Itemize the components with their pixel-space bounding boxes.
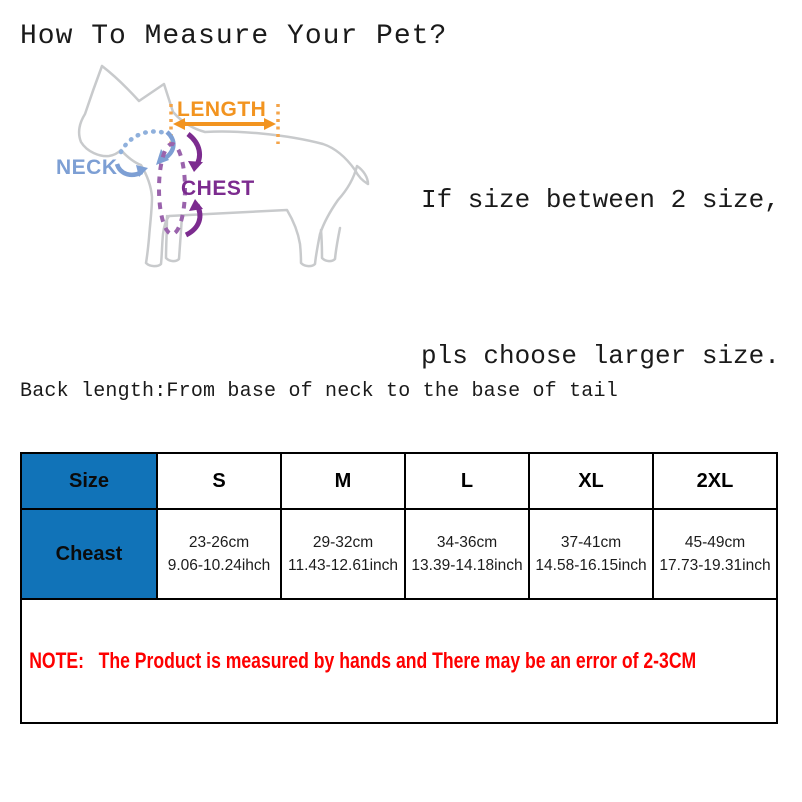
chest-cm-2xl: 45-49cm xyxy=(684,534,746,551)
size-column-l: L xyxy=(404,452,530,510)
chest-annotation: CHEST xyxy=(157,132,255,238)
size-column-s: S xyxy=(156,452,282,510)
size-advice-line1: If size between 2 size, xyxy=(421,185,780,215)
chest-row-label-cell: Cheast xyxy=(20,508,158,600)
neck-annotation: NECK xyxy=(56,129,176,179)
dog-outline xyxy=(77,64,370,268)
neck-dotted-arc xyxy=(118,129,168,155)
size-advice-line2: pls choose larger size. xyxy=(421,341,780,371)
chest-measure-s: 23-26cm 9.06-10.24ihch xyxy=(156,508,282,600)
chest-top-arrowhead xyxy=(188,161,203,172)
back-length-instruction: Back length:From base of neck to the bas… xyxy=(20,380,618,403)
dog-measurement-diagram: LENGTH NECK CHEST xyxy=(56,64,370,268)
length-arrowhead-left xyxy=(173,118,185,130)
size-column-m: M xyxy=(280,452,406,510)
length-annotation: LENGTH xyxy=(169,98,280,144)
size-column-xl: XL xyxy=(528,452,654,510)
chest-cm-m: 29-32cm xyxy=(312,534,374,551)
chest-bottom-arrowhead xyxy=(189,199,203,211)
chest-measure-m: 29-32cm 11.43-12.61inch xyxy=(280,508,406,600)
size-column-2xl: 2XL xyxy=(652,452,778,510)
measurement-error-note: NOTE: The Product is measured by hands a… xyxy=(29,648,697,673)
chest-inch-l: 13.39-14.18inch xyxy=(411,557,523,574)
size-header-row: Size S M L XL 2XL xyxy=(20,452,778,510)
chest-dashed-ellipse xyxy=(157,142,187,236)
chest-label: CHEST xyxy=(181,177,255,200)
size-advice: If size between 2 size, pls choose large… xyxy=(421,70,780,434)
neck-hook-arrowhead xyxy=(136,165,148,177)
neck-label: NECK xyxy=(56,156,118,179)
chest-inch-m: 11.43-12.61inch xyxy=(287,557,399,574)
size-corner-cell: Size xyxy=(20,452,158,510)
chest-cm-xl: 37-41cm xyxy=(560,534,622,551)
chest-measure-2xl: 45-49cm 17.73-19.31inch xyxy=(652,508,778,600)
length-label: LENGTH xyxy=(177,98,266,121)
chest-cm-l: 34-36cm xyxy=(436,534,498,551)
chest-inch-xl: 14.58-16.15inch xyxy=(535,557,647,574)
size-chart-table: Size S M L XL 2XL Cheast 23-26cm 9.06-10… xyxy=(20,452,778,724)
chest-measure-l: 34-36cm 13.39-14.18inch xyxy=(404,508,530,600)
chest-inch-2xl: 17.73-19.31inch xyxy=(659,557,771,574)
chest-measure-xl: 37-41cm 14.58-16.15inch xyxy=(528,508,654,600)
page-title: How To Measure Your Pet? xyxy=(20,21,448,52)
chest-measurement-row: Cheast 23-26cm 9.06-10.24ihch 29-32cm 11… xyxy=(20,508,778,600)
length-arrowhead-right xyxy=(264,118,276,130)
note-row: NOTE: The Product is measured by hands a… xyxy=(20,598,778,724)
chest-cm-s: 23-26cm xyxy=(188,534,250,551)
chest-inch-s: 9.06-10.24ihch xyxy=(167,557,271,574)
note-cell: NOTE: The Product is measured by hands a… xyxy=(20,598,778,724)
